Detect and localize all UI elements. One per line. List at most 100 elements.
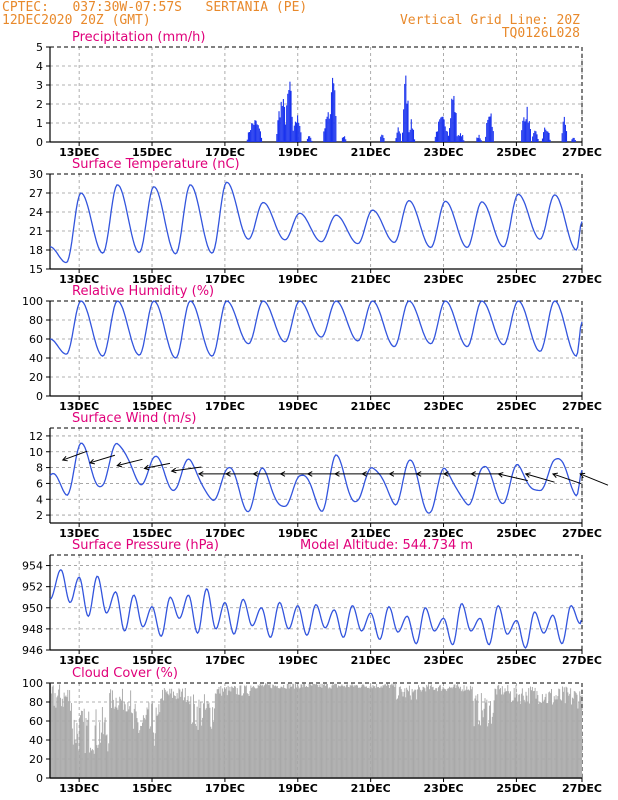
cloud-bar xyxy=(447,688,449,778)
cloud-bar xyxy=(421,689,423,778)
cloud-bar xyxy=(528,688,530,778)
cloud-bar xyxy=(506,691,508,778)
precip-bar xyxy=(325,119,327,142)
cloud-bar xyxy=(303,683,305,778)
cloud-bar xyxy=(213,708,215,778)
cloud-bar xyxy=(205,708,207,778)
cloud-bar xyxy=(85,718,87,778)
precip-bar xyxy=(404,83,406,142)
cloud-bar xyxy=(438,685,440,778)
cloud-bar xyxy=(261,685,263,778)
cloud-bar xyxy=(150,726,152,778)
x-tick-label: 15DEC xyxy=(132,273,172,286)
cloud-bar xyxy=(502,694,504,778)
cloud-bar xyxy=(234,686,236,778)
x-tick-label: 15DEC xyxy=(132,146,172,159)
cloud-bar xyxy=(329,687,331,778)
cloud-bar xyxy=(434,689,436,778)
cloud-bar xyxy=(295,683,296,778)
x-tick-label: 19DEC xyxy=(278,400,318,413)
precip-bar xyxy=(408,132,410,142)
cloud-bar xyxy=(291,686,293,778)
cloud-bar xyxy=(352,685,354,778)
precip-bar xyxy=(526,106,528,142)
cloud-bar xyxy=(155,707,157,778)
cloud-bar xyxy=(364,686,366,778)
cloud-bar xyxy=(272,684,274,778)
cloud-bar xyxy=(59,684,61,778)
cloud-bar xyxy=(405,697,407,778)
cloud-bar xyxy=(71,728,73,778)
wind-arrowhead xyxy=(306,471,313,477)
cloud-bar xyxy=(384,684,386,778)
y-tick-label: 21 xyxy=(29,225,43,238)
header-right-line1: Vertical Grid Line: 20Z xyxy=(399,13,580,28)
cloud-bar xyxy=(514,697,516,778)
precip-bar xyxy=(309,136,311,142)
precip-bar xyxy=(345,139,347,142)
cloud-bar xyxy=(60,697,61,778)
cloud-bar xyxy=(112,699,114,778)
cloud-bar xyxy=(526,695,528,778)
cloud-bar xyxy=(78,750,80,778)
cloud-bar xyxy=(436,688,438,778)
cloud-bar xyxy=(579,691,581,778)
precip-bar xyxy=(562,121,564,142)
cloud-bar xyxy=(370,686,372,778)
cloud-bar xyxy=(456,685,458,778)
cloud-bar xyxy=(382,685,384,778)
cloud-bar xyxy=(428,689,430,778)
precip-bar xyxy=(248,132,251,142)
cloud-bar xyxy=(101,732,102,778)
cloud-bar xyxy=(324,684,326,778)
cloud-bar xyxy=(437,691,439,778)
cloud-bar xyxy=(116,707,118,778)
cloud-bar xyxy=(121,688,123,778)
cloud-bar xyxy=(505,691,507,778)
precip-bar xyxy=(380,136,382,142)
cloud-bar xyxy=(69,690,71,778)
x-tick-label: 19DEC xyxy=(278,527,318,540)
cloud-bar xyxy=(357,687,359,778)
cloud-bar xyxy=(355,685,357,778)
precip-bar xyxy=(398,131,400,142)
cloud-bar xyxy=(273,685,275,778)
cloud-bar xyxy=(225,687,227,778)
precip-bar xyxy=(446,131,448,142)
cloud-bar xyxy=(118,705,120,778)
panel-title: Surface Temperature (nC) xyxy=(72,157,240,172)
x-tick-label: 21DEC xyxy=(351,654,391,667)
cloud-bars xyxy=(50,683,583,778)
cloud-bar xyxy=(176,693,178,778)
cloud-bar xyxy=(305,686,307,778)
cloud-bar xyxy=(326,683,328,778)
cloud-bar xyxy=(486,699,488,778)
cloud-bar xyxy=(443,688,445,778)
cloud-bar xyxy=(511,700,513,778)
precip-bar xyxy=(442,116,444,142)
cloud-bar xyxy=(62,706,64,778)
cloud-bar xyxy=(513,687,515,778)
cloud-bar xyxy=(346,684,348,778)
cloud-bar xyxy=(200,701,202,778)
precip-bar xyxy=(463,140,465,142)
precip-bar xyxy=(548,132,550,142)
cloud-bar xyxy=(425,691,427,778)
cloud-bar xyxy=(286,683,288,778)
precip-bar xyxy=(412,129,415,142)
cloud-bar xyxy=(433,690,435,778)
cloud-bar xyxy=(117,709,119,778)
cloud-bar xyxy=(190,696,192,778)
cloud-bar xyxy=(498,684,500,778)
cloud-bar xyxy=(198,699,200,778)
cloud-bar xyxy=(493,700,495,778)
precip-bar xyxy=(344,136,346,142)
cloud-bar xyxy=(461,689,463,778)
cloud-bar xyxy=(468,689,470,778)
y-tick-label: 5 xyxy=(36,41,43,54)
precip-bar xyxy=(487,119,489,142)
cloud-bar xyxy=(549,691,551,778)
wind-arrowhead xyxy=(497,472,504,478)
cloud-bar xyxy=(556,699,558,778)
cloud-bar xyxy=(76,722,78,778)
